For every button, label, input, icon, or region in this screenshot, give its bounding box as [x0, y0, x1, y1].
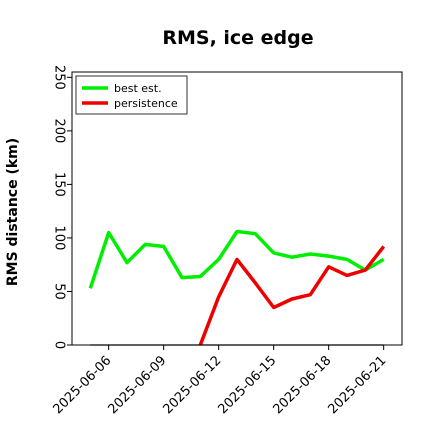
y-tick-label: 0	[51, 341, 66, 349]
x-axis: 2025-06-062025-06-092025-06-122025-06-15…	[50, 345, 389, 417]
x-tick-label: 2025-06-21	[325, 353, 389, 417]
y-axis: 0 50 100 150 200 250	[51, 65, 72, 349]
plot-layer	[88, 229, 386, 346]
y-tick-label: 100	[51, 226, 66, 251]
legend-box	[75, 75, 188, 115]
x-tick-label: 2025-06-15	[215, 353, 279, 417]
x-tick-label: 2025-06-18	[270, 353, 334, 417]
series-line-persistence	[198, 245, 386, 346]
x-tick-label: 2025-06-06	[50, 353, 114, 417]
legend: best est. persistence	[75, 75, 188, 115]
y-tick-label: 150	[51, 172, 66, 197]
legend-label-best-est: best est.	[114, 82, 162, 95]
plot-frame	[71, 71, 403, 346]
legend-label-persistence: persistence	[114, 97, 178, 110]
x-tick-label: 2025-06-09	[105, 353, 169, 417]
y-tick-label: 250	[51, 65, 66, 90]
y-tick-label: 200	[51, 118, 66, 143]
series-line-best-est-	[88, 229, 385, 289]
chart-title: RMS, ice edge	[162, 27, 313, 49]
y-axis-label: RMS distance (km)	[5, 138, 21, 286]
y-tick-label: 50	[51, 283, 66, 300]
x-tick-label: 2025-06-12	[160, 353, 224, 417]
